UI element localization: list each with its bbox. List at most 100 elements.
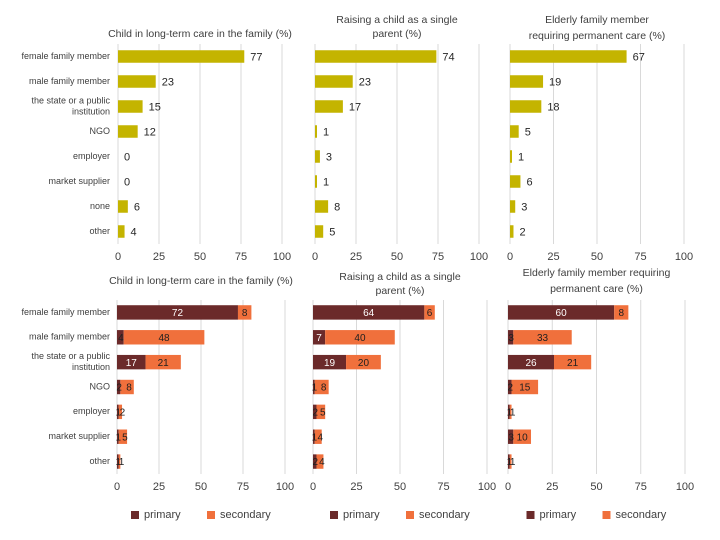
category-label: institution	[72, 362, 110, 372]
bar-secondary	[314, 379, 329, 395]
bar-primary	[313, 429, 315, 444]
chart-title: Raising a child as a single	[336, 14, 458, 26]
data-label-secondary: 21	[158, 358, 170, 369]
x-tick-label: 100	[478, 481, 496, 493]
bar	[510, 100, 542, 113]
bar-secondary	[145, 354, 181, 370]
data-label-primary: 2	[312, 407, 318, 418]
x-tick-label: 100	[276, 481, 294, 493]
bar-secondary	[513, 330, 572, 345]
category-label: NGO	[89, 126, 110, 136]
bar	[510, 75, 544, 88]
chart-title: Child in long-term care in the family (%…	[109, 275, 293, 287]
x-tick-label: 0	[115, 251, 121, 263]
bar-secondary	[424, 305, 435, 320]
data-label-secondary: 1	[119, 457, 125, 468]
legend-swatch-primary	[330, 511, 338, 519]
x-tick-label: 100	[675, 251, 693, 263]
x-tick-label: 25	[350, 481, 362, 493]
category-label: other	[89, 226, 110, 236]
bar-primary	[313, 305, 425, 320]
data-label: 0	[124, 151, 130, 163]
legend-label-secondary: secondary	[220, 509, 271, 521]
x-tick-label: 0	[114, 481, 120, 493]
chart-panel-2: 0 25 50 75 100 Raising a child as a single par…	[312, 14, 488, 263]
data-label: 2	[519, 226, 525, 238]
bar-primary	[117, 454, 119, 469]
bar	[118, 50, 245, 63]
category-label: male family member	[29, 332, 110, 342]
chart-panel-6: 0 25 50 75 100 Elderly family member requirin…	[505, 267, 694, 521]
bar	[510, 125, 519, 138]
bar-primary	[117, 429, 119, 444]
data-label-primary: 26	[525, 358, 537, 369]
x-tick-label: 50	[591, 251, 603, 263]
bar-secondary	[123, 330, 205, 345]
chart-title: parent (%)	[372, 28, 421, 40]
data-label-primary: 1	[507, 457, 513, 468]
x-tick-label: 25	[350, 251, 362, 263]
category-label: NGO	[89, 381, 110, 391]
category-label: institution	[72, 106, 110, 116]
data-label: 3	[326, 151, 332, 163]
legend-swatch-secondary	[406, 511, 414, 519]
category-label: none	[90, 201, 110, 211]
bar	[118, 75, 156, 88]
bar-primary	[508, 379, 512, 395]
data-label: 6	[526, 176, 532, 188]
category-label: employer	[73, 406, 110, 416]
x-tick-label: 75	[634, 251, 646, 263]
bar-primary	[313, 454, 317, 469]
x-tick-label: 0	[505, 481, 511, 493]
bar	[510, 150, 512, 163]
data-label: 17	[349, 101, 361, 113]
bar	[510, 175, 521, 188]
data-label-primary: 1	[312, 432, 318, 443]
data-label: 74	[442, 51, 454, 63]
bar-primary	[117, 305, 238, 320]
bar-secondary	[118, 429, 128, 444]
data-label: 15	[149, 101, 161, 113]
data-label-secondary: 33	[537, 333, 549, 344]
category-label: market supplier	[48, 431, 110, 441]
data-label-primary: 2	[507, 383, 513, 394]
chart-title: permanent care (%)	[550, 283, 643, 295]
data-label-primary: 72	[172, 308, 184, 319]
x-tick-label: 50	[194, 251, 206, 263]
data-label-primary: 1	[116, 457, 122, 468]
legend-label-primary: primary	[144, 509, 181, 521]
data-label: 3	[521, 201, 527, 213]
data-label: 67	[633, 51, 645, 63]
x-tick-label: 25	[546, 481, 558, 493]
data-label-secondary: 8	[242, 308, 248, 319]
bar-secondary	[509, 454, 512, 469]
data-label-secondary: 48	[158, 333, 170, 344]
x-tick-label: 25	[547, 251, 559, 263]
data-label-secondary: 4	[319, 457, 325, 468]
bar-secondary	[120, 379, 134, 395]
bar	[118, 100, 143, 113]
category-label: market supplier	[48, 176, 110, 186]
bar	[315, 150, 320, 163]
bar-secondary	[614, 305, 629, 320]
data-label-primary: 64	[363, 308, 375, 319]
bar	[510, 50, 627, 63]
x-tick-label: 50	[391, 251, 403, 263]
bar-primary	[313, 330, 326, 345]
x-tick-label: 75	[432, 251, 444, 263]
bar-primary	[117, 404, 119, 420]
data-label-secondary: 21	[567, 358, 579, 369]
bar-primary	[508, 354, 555, 370]
data-label: 1	[518, 151, 524, 163]
x-tick-label: 75	[237, 481, 249, 493]
bar	[510, 200, 516, 213]
bar	[118, 200, 128, 213]
data-label: 5	[329, 226, 335, 238]
category-label: female family member	[21, 307, 110, 317]
bar-primary	[508, 305, 615, 320]
bar-primary	[508, 404, 510, 420]
bar-primary	[313, 404, 317, 420]
